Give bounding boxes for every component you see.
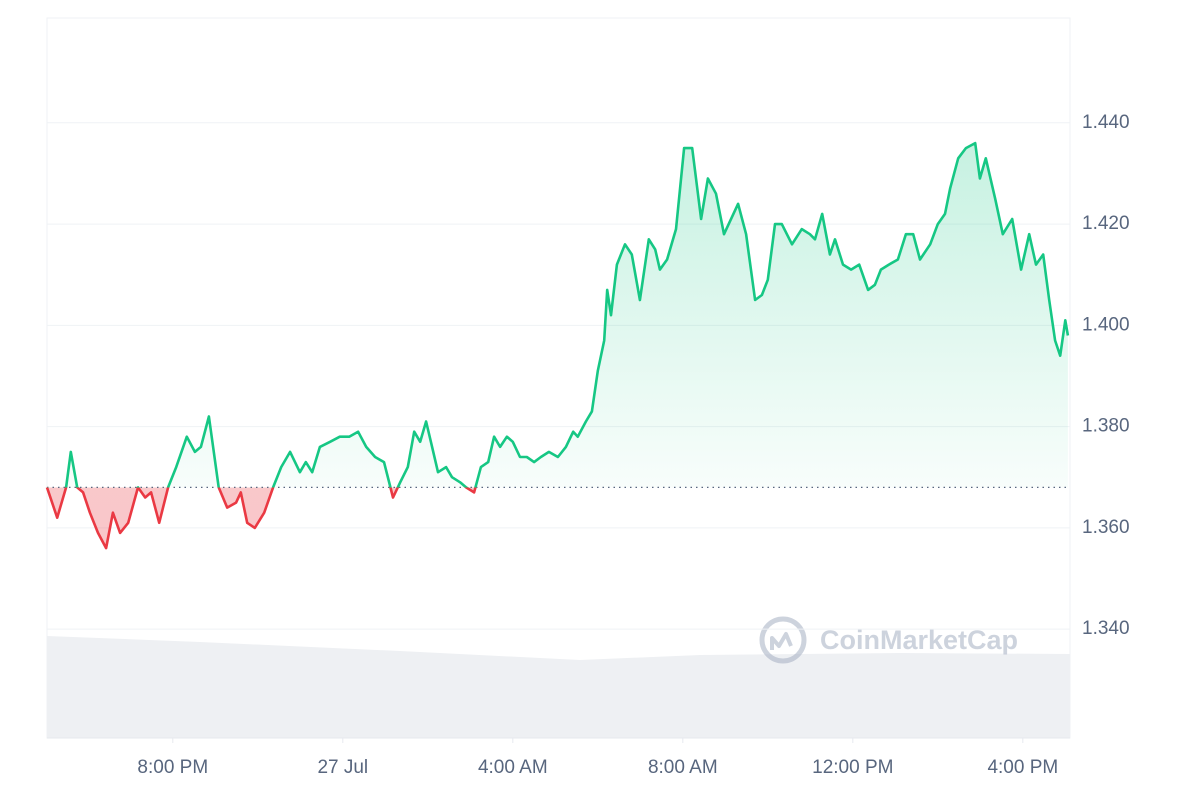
x-tick-label: 27 Jul — [317, 757, 368, 778]
price-line — [45, 141, 1070, 550]
y-tick-label: 1.360 — [1082, 517, 1130, 538]
x-tick-label: 4:00 AM — [478, 757, 548, 778]
y-tick-label: 1.340 — [1082, 618, 1130, 639]
y-tick-label: 1.400 — [1082, 314, 1130, 335]
x-tick-label: 8:00 AM — [648, 757, 718, 778]
x-tick-label: 8:00 PM — [137, 757, 208, 778]
x-tick-label: 12:00 PM — [812, 757, 893, 778]
y-tick-label: 1.420 — [1082, 213, 1130, 234]
watermark-text: CoinMarketCap — [820, 625, 1018, 655]
x-tick-label: 4:00 PM — [987, 757, 1058, 778]
y-tick-label: 1.440 — [1082, 112, 1130, 133]
y-tick-label: 1.380 — [1082, 416, 1130, 437]
price-area — [47, 143, 1068, 549]
volume-area — [47, 636, 1070, 738]
watermark: CoinMarketCap — [759, 616, 1018, 664]
